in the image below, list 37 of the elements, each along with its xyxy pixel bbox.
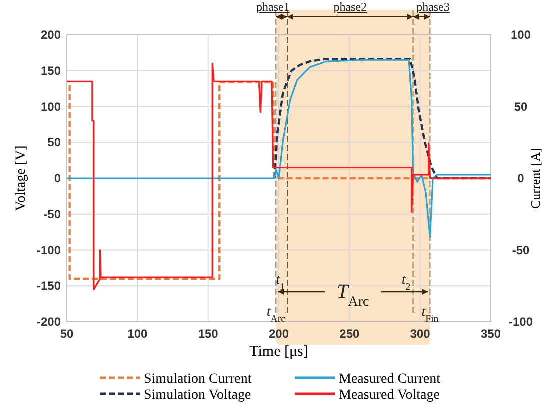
- legend-label: Measured Current: [339, 372, 441, 387]
- y-tick-label: -50: [44, 207, 62, 222]
- y2-tick-label: -50: [512, 243, 530, 258]
- text: phase2: [334, 0, 368, 14]
- x-tick-label: 50: [60, 327, 74, 341]
- y2-tick-label: 50: [514, 100, 528, 114]
- x-axis-title: Time [μs]: [250, 344, 308, 360]
- x-tick-label: 100: [128, 327, 148, 341]
- y2-tick-label: 0: [518, 172, 525, 186]
- y-tick-label: 50: [48, 136, 62, 150]
- y2-axis-title: Current [A]: [528, 148, 543, 210]
- text: phase1: [256, 0, 290, 14]
- y2-tick-label: -100: [508, 315, 534, 329]
- x-tick-label: 250: [340, 327, 360, 341]
- x-tick-label: 150: [198, 327, 219, 341]
- x-tick-label: 350: [480, 327, 502, 341]
- y-tick-label: 0: [54, 172, 62, 186]
- ref-line-label: t$_{1}$: [276, 273, 285, 292]
- ref-line-label: t$_{2}$: [402, 273, 411, 292]
- y-tick-label: 150: [40, 64, 62, 78]
- y-tick-label: -100: [36, 243, 62, 258]
- x-tick-label: 300: [410, 327, 431, 341]
- legend-label: Measured Voltage: [339, 388, 440, 403]
- y-axis-title: Voltage [V]: [14, 146, 29, 212]
- ref-line-label: t$_{Arc}$: [266, 305, 286, 324]
- band-label: T$_{Arc}$: [337, 281, 370, 310]
- line-series: [66, 59, 492, 238]
- y-tick-label: 200: [40, 28, 62, 42]
- legend-label: Simulation Voltage: [144, 388, 252, 403]
- y-tick-label: -150: [36, 279, 62, 294]
- text: phase3: [416, 0, 450, 14]
- ref-line-label: t$_{Fin}$: [422, 305, 439, 324]
- y-tick-label: -200: [36, 315, 62, 329]
- x-tick-label: 200: [268, 327, 290, 341]
- y-tick-label: 100: [40, 100, 62, 114]
- y2-tick-label: 100: [510, 28, 532, 42]
- legend-label: Simulation Current: [144, 372, 252, 387]
